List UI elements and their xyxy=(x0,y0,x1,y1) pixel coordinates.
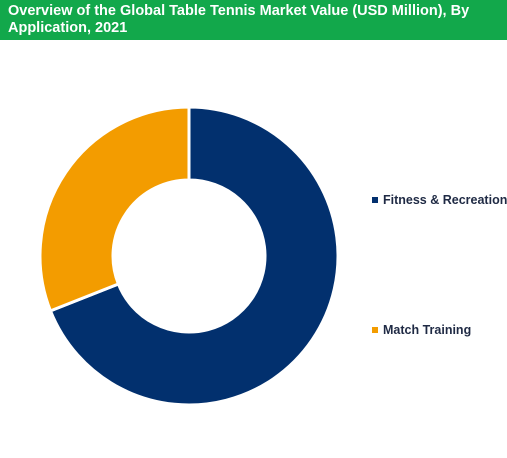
legend-item-fitness-recreation: Fitness & Recreation xyxy=(372,193,507,207)
donut-slice-fitness-recreation xyxy=(48,105,340,407)
chart-title: Overview of the Global Table Tennis Mark… xyxy=(8,3,470,36)
legend-marker-fitness-recreation xyxy=(372,197,378,203)
legend-marker-match-training xyxy=(372,327,378,333)
legend-label-match-training: Match Training xyxy=(383,323,472,337)
donut-slice-match-training xyxy=(38,105,191,313)
legend-label-fitness-recreation: Fitness & Recreation xyxy=(383,193,507,207)
legend-item-match-training: Match Training xyxy=(372,323,471,337)
chart-header: Overview of the Global Table Tennis Mark… xyxy=(0,0,507,40)
